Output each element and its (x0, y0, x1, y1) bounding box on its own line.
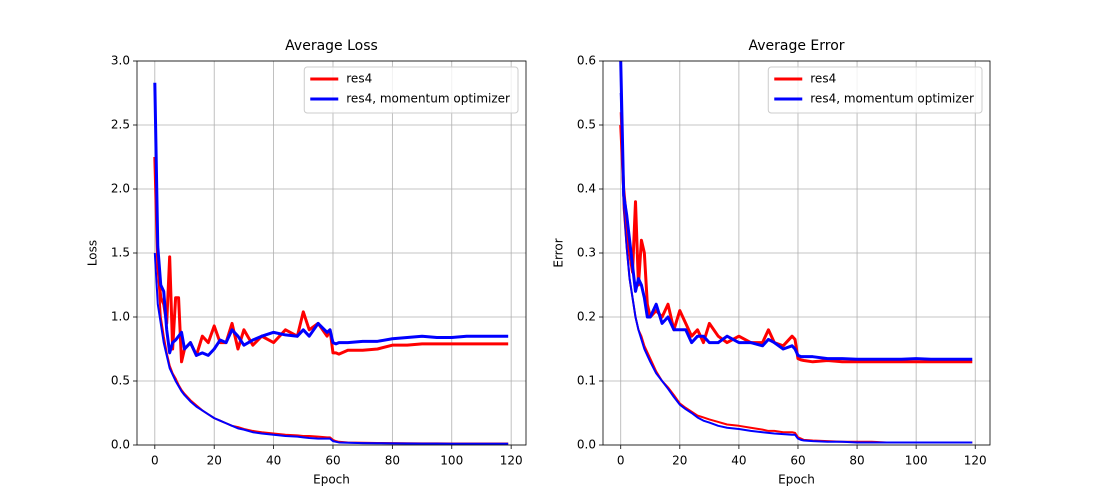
series-line (619, 92, 973, 444)
y-tick-label: 0.5 (577, 118, 596, 132)
series-line (153, 252, 509, 445)
plot-frame (136, 60, 527, 446)
x-tick-label: 60 (325, 454, 340, 468)
series-line (619, 112, 973, 444)
x-tick-label: 20 (672, 454, 687, 468)
y-tick-label: 0.4 (577, 182, 596, 196)
chart-title: Average Error (748, 38, 844, 54)
series-line (619, 61, 973, 361)
x-tick-label: 0 (151, 454, 159, 468)
legend-label: res4, momentum optimizer (346, 92, 510, 106)
subplot: 0 20 40 60 80 100 120 0.0 0.5 1.0 1.5 2.0 2.5 3.0 Aver… (86, 38, 527, 487)
x-tick-label: 20 (207, 454, 222, 468)
y-tick-label: 2.5 (111, 118, 130, 132)
legend-label: res4, momentum optimizer (810, 92, 974, 106)
series-line (153, 163, 509, 445)
y-tick-label: 0.6 (577, 54, 596, 68)
legend-box (767, 66, 983, 114)
legend-box (303, 66, 519, 114)
x-tick-label: 60 (790, 454, 805, 468)
legend: res4 res4, momentum optimizer (767, 66, 983, 114)
y-tick-label: 1.5 (111, 246, 130, 260)
legend: res4 res4, momentum optimizer (303, 66, 519, 114)
y-tick-label: 3.0 (111, 54, 130, 68)
plot-frame (602, 60, 991, 446)
x-tick-label: 40 (731, 454, 746, 468)
x-tick-label: 100 (905, 454, 928, 468)
y-tick-label: 0.0 (111, 438, 130, 452)
x-tick-label: 120 (964, 454, 987, 468)
x-tick-label: 80 (385, 454, 400, 468)
legend-label: res4 (346, 72, 372, 86)
y-axis-label: Error (552, 238, 566, 267)
series-line (153, 82, 509, 357)
y-tick-label: 0.5 (111, 374, 130, 388)
x-tick-label: 80 (849, 454, 864, 468)
x-axis-label: Epoch (313, 473, 350, 487)
x-tick-label: 120 (500, 454, 523, 468)
series-line (153, 156, 509, 364)
y-tick-label: 2.0 (111, 182, 130, 196)
x-tick-label: 100 (440, 454, 463, 468)
x-tick-label: 40 (266, 454, 281, 468)
y-tick-label: 0.0 (577, 438, 596, 452)
chart-title: Average Loss (285, 38, 378, 54)
subplot: 0 20 40 60 80 100 120 0.0 0.1 0.2 0.3 0.4 0.5 0.6 Aver… (552, 38, 991, 487)
legend-label: res4 (810, 72, 836, 86)
x-axis-label: Epoch (778, 473, 815, 487)
y-tick-label: 0.2 (577, 310, 596, 324)
y-axis-label: Loss (86, 240, 100, 266)
x-tick-label: 0 (617, 454, 625, 468)
y-tick-label: 0.3 (577, 246, 596, 260)
y-tick-label: 0.1 (577, 374, 596, 388)
y-tick-label: 1.0 (111, 310, 130, 324)
